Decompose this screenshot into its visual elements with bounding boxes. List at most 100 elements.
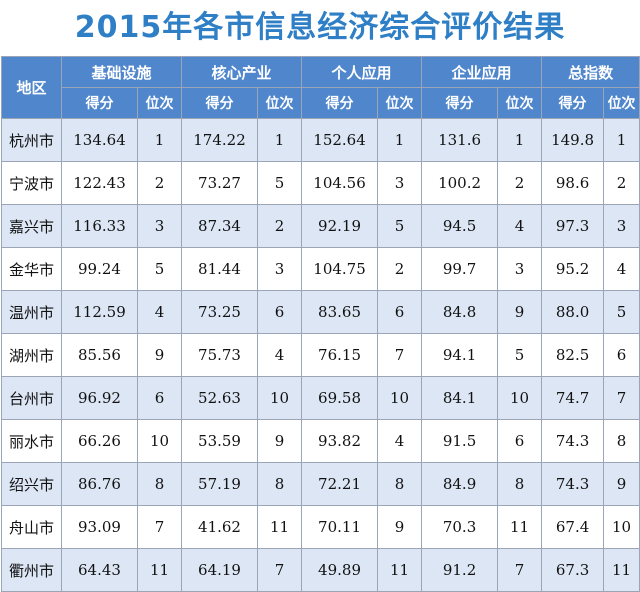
total-index-rank-cell: 5 bbox=[603, 290, 640, 334]
infrastructure-score-cell: 122.43 bbox=[61, 161, 138, 205]
core-industry-rank-cell: 9 bbox=[257, 419, 303, 463]
city-cell: 温州市 bbox=[1, 290, 62, 334]
city-cell: 金华市 bbox=[1, 247, 62, 291]
personal-use-rank-cell: 2 bbox=[377, 247, 423, 291]
rank-header: 位次 bbox=[603, 87, 640, 119]
personal-use-rank-cell: 7 bbox=[377, 333, 423, 377]
enterprise-use-score-cell: 94.1 bbox=[421, 333, 499, 377]
enterprise-use-score-cell: 91.2 bbox=[421, 548, 499, 592]
total-index-rank-cell: 7 bbox=[603, 376, 640, 420]
total-index-rank-cell: 6 bbox=[603, 333, 640, 377]
personal-use-rank-cell: 8 bbox=[377, 462, 423, 506]
city-cell: 衢州市 bbox=[1, 548, 62, 592]
page-title: 2015年各市信息经济综合评价结果 bbox=[74, 10, 566, 45]
city-cell: 台州市 bbox=[1, 376, 62, 420]
group-header-infrastructure: 基础设施 bbox=[60, 56, 183, 88]
total-index-score-cell: 97.3 bbox=[541, 204, 605, 248]
core-industry-rank-cell: 2 bbox=[257, 204, 303, 248]
city-cell: 嘉兴市 bbox=[1, 204, 62, 248]
infrastructure-rank-cell: 6 bbox=[136, 376, 183, 420]
personal-use-score-cell: 83.65 bbox=[301, 290, 379, 334]
infrastructure-rank-cell: 8 bbox=[136, 462, 183, 506]
enterprise-use-score-cell: 131.6 bbox=[421, 118, 499, 162]
personal-use-score-cell: 104.75 bbox=[301, 247, 379, 291]
score-header: 得分 bbox=[61, 87, 138, 119]
personal-use-score-cell: 76.15 bbox=[301, 333, 379, 377]
table-row: 温州市 112.59 4 73.25 6 83.65 6 84.8 9 88.0 5 bbox=[1, 290, 640, 334]
core-industry-rank-cell: 8 bbox=[257, 462, 303, 506]
personal-use-rank-cell: 9 bbox=[377, 505, 423, 549]
enterprise-use-score-cell: 99.7 bbox=[421, 247, 499, 291]
total-index-score-cell: 74.7 bbox=[541, 376, 605, 420]
enterprise-use-score-cell: 100.2 bbox=[421, 161, 499, 205]
infrastructure-score-cell: 93.09 bbox=[61, 505, 138, 549]
total-index-score-cell: 67.4 bbox=[541, 505, 605, 549]
core-industry-rank-cell: 11 bbox=[257, 505, 303, 549]
score-header: 得分 bbox=[301, 87, 379, 119]
personal-use-score-cell: 152.64 bbox=[301, 118, 379, 162]
core-industry-score-cell: 53.59 bbox=[181, 419, 259, 463]
infrastructure-rank-cell: 7 bbox=[136, 505, 183, 549]
infrastructure-score-cell: 134.64 bbox=[61, 118, 138, 162]
city-cell: 杭州市 bbox=[1, 118, 62, 162]
personal-use-rank-cell: 11 bbox=[377, 548, 423, 592]
total-index-rank-cell: 8 bbox=[603, 419, 640, 463]
subheader-row: 得分 位次 得分 位次 得分 位次 得分 位次 得分 位次 bbox=[2, 87, 640, 119]
core-industry-rank-cell: 10 bbox=[257, 376, 303, 420]
table-row: 金华市 99.24 5 81.44 3 104.75 2 99.7 3 95.2 4 bbox=[1, 247, 640, 291]
personal-use-rank-cell: 5 bbox=[377, 204, 423, 248]
enterprise-use-score-cell: 70.3 bbox=[421, 505, 499, 549]
infrastructure-rank-cell: 1 bbox=[136, 118, 183, 162]
total-index-score-cell: 67.3 bbox=[541, 548, 605, 592]
total-index-rank-cell: 3 bbox=[603, 204, 640, 248]
infrastructure-rank-cell: 9 bbox=[136, 333, 183, 377]
total-index-score-cell: 95.2 bbox=[541, 247, 605, 291]
infrastructure-score-cell: 66.26 bbox=[61, 419, 138, 463]
rank-header: 位次 bbox=[136, 87, 183, 119]
total-index-score-cell: 149.8 bbox=[541, 118, 605, 162]
total-index-rank-cell: 4 bbox=[603, 247, 640, 291]
total-index-rank-cell: 10 bbox=[603, 505, 640, 549]
infrastructure-rank-cell: 4 bbox=[136, 290, 183, 334]
total-index-score-cell: 74.3 bbox=[541, 462, 605, 506]
total-index-rank-cell: 2 bbox=[603, 161, 640, 205]
score-header: 得分 bbox=[181, 87, 259, 119]
infrastructure-score-cell: 96.92 bbox=[61, 376, 138, 420]
infrastructure-rank-cell: 11 bbox=[136, 548, 183, 592]
enterprise-use-score-cell: 84.8 bbox=[421, 290, 499, 334]
rank-header: 位次 bbox=[377, 87, 423, 119]
enterprise-use-rank-cell: 10 bbox=[497, 376, 543, 420]
enterprise-use-rank-cell: 3 bbox=[497, 247, 543, 291]
core-industry-score-cell: 81.44 bbox=[181, 247, 259, 291]
infrastructure-score-cell: 116.33 bbox=[61, 204, 138, 248]
core-industry-rank-cell: 6 bbox=[257, 290, 303, 334]
total-index-rank-cell: 11 bbox=[603, 548, 640, 592]
enterprise-use-rank-cell: 11 bbox=[497, 505, 543, 549]
enterprise-use-score-cell: 84.9 bbox=[421, 462, 499, 506]
personal-use-rank-cell: 10 bbox=[377, 376, 423, 420]
personal-use-score-cell: 70.11 bbox=[301, 505, 379, 549]
core-industry-score-cell: 87.34 bbox=[181, 204, 259, 248]
core-industry-score-cell: 64.19 bbox=[181, 548, 259, 592]
core-industry-score-cell: 75.73 bbox=[181, 333, 259, 377]
infrastructure-score-cell: 86.76 bbox=[61, 462, 138, 506]
infrastructure-rank-cell: 2 bbox=[136, 161, 183, 205]
enterprise-use-rank-cell: 2 bbox=[497, 161, 543, 205]
enterprise-use-rank-cell: 8 bbox=[497, 462, 543, 506]
core-industry-score-cell: 73.27 bbox=[181, 161, 259, 205]
core-industry-rank-cell: 1 bbox=[257, 118, 303, 162]
core-industry-score-cell: 174.22 bbox=[181, 118, 259, 162]
total-index-rank-cell: 1 bbox=[603, 118, 640, 162]
total-index-rank-cell: 9 bbox=[603, 462, 640, 506]
infrastructure-score-cell: 99.24 bbox=[61, 247, 138, 291]
infrastructure-score-cell: 64.43 bbox=[61, 548, 138, 592]
personal-use-score-cell: 69.58 bbox=[301, 376, 379, 420]
infrastructure-rank-cell: 10 bbox=[136, 419, 183, 463]
personal-use-score-cell: 104.56 bbox=[301, 161, 379, 205]
core-industry-rank-cell: 5 bbox=[257, 161, 303, 205]
enterprise-use-score-cell: 91.5 bbox=[421, 419, 499, 463]
results-table: 地区 基础设施 核心产业 个人应用 企业应用 总指数 得分 位次 得分 位次 得… bbox=[1, 56, 640, 592]
personal-use-rank-cell: 4 bbox=[377, 419, 423, 463]
table-row: 绍兴市 86.76 8 57.19 8 72.21 8 84.9 8 74.3 9 bbox=[1, 462, 640, 506]
group-header-core-industry: 核心产业 bbox=[181, 56, 303, 88]
